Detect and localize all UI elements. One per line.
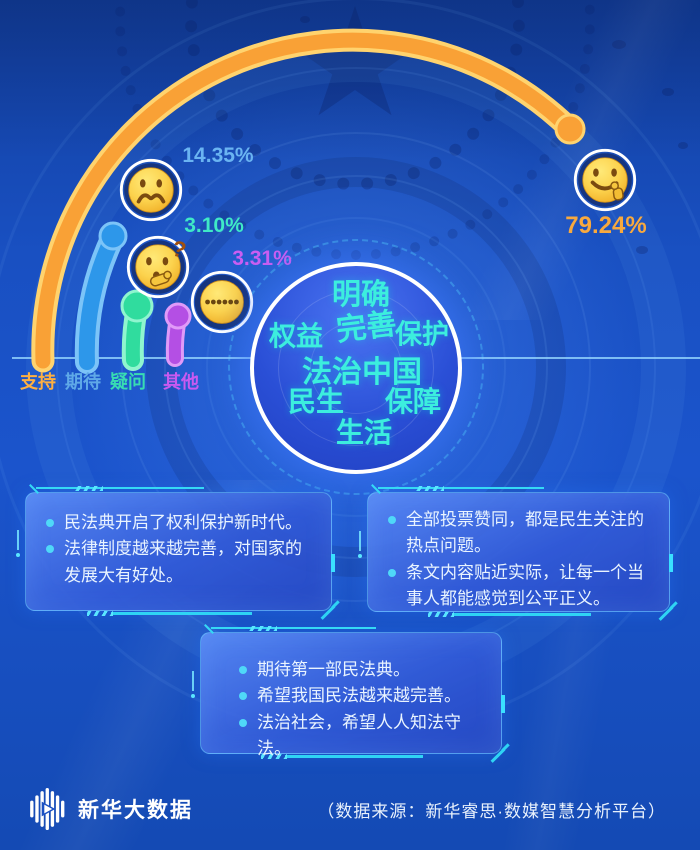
decor-dot <box>636 246 648 254</box>
comment-list: 全部投票赞同，都是民生关注的热点问题。 条文内容贴近实际，让每一个当事人都能感觉… <box>388 507 655 612</box>
category-label-doubt: 疑问 <box>110 372 146 392</box>
decor-dot <box>678 142 688 149</box>
decor-dot <box>300 16 310 23</box>
data-source-text: （数据来源：新华睿思·数媒智慧分析平台） <box>317 801 666 821</box>
comment-item: 全部投票赞同，都是民生关注的热点问题。 <box>388 507 655 560</box>
category-label-support: 支持 <box>20 372 56 392</box>
value-label-doubt: 3.10% <box>184 214 244 237</box>
arc-expect <box>74 221 128 374</box>
value-label-support: 79.24% <box>565 212 647 239</box>
footer: 新华大数据 （数据来源：新华睿思·数媒智慧分析平台） <box>30 786 666 832</box>
xinhua-big-data-logo-icon <box>30 788 65 830</box>
category-label-other: 其他 <box>163 372 199 392</box>
comment-item: 民法典开启了权利保护新时代。 <box>46 510 315 536</box>
bullet-icon <box>46 519 54 527</box>
decor-dot <box>662 88 674 96</box>
comment-item: 条文内容贴近实际，让每一个当事人都能感觉到公平正义。 <box>388 560 655 613</box>
keyword: 完善 <box>334 307 399 348</box>
category-label-expect: 期待 <box>65 372 101 392</box>
brand: 新华大数据 <box>30 788 193 830</box>
comment-item: 希望我国民法越来越完善。 <box>239 683 487 709</box>
comment-box-left: 民法典开启了权利保护新时代。 法律制度越来越完善，对国家的发展大有好处。 <box>16 486 340 620</box>
comment-text: 法律制度越来越完善，对国家的发展大有好处。 <box>64 539 302 585</box>
arc-doubt <box>120 289 154 371</box>
brand-name: 新华大数据 <box>78 799 193 822</box>
keyword: 明确 <box>331 279 391 311</box>
comment-box-right: 全部投票赞同，都是民生关注的热点问题。 条文内容贴近实际，让每一个当事人都能感觉… <box>358 486 678 621</box>
question-mark-glyph: ? <box>169 235 189 263</box>
bullet-icon <box>388 568 396 577</box>
ellipsis-face-emoji-icon <box>189 269 255 335</box>
comment-item: 期待第一部民法典。 <box>239 657 487 683</box>
keyword-cloud-circle: 明确 完善 保护 权益 法治中国 民生 保障 生活 <box>250 262 462 474</box>
bullet-icon <box>239 718 247 727</box>
comment-text: 希望我国民法越来越完善。 <box>257 686 461 706</box>
keyword: 法治中国 <box>302 356 422 389</box>
keyword: 保障 <box>384 386 442 417</box>
comment-list: 期待第一部民法典。 希望我国民法越来越完善。 法治社会，希望人人知法守法。 <box>239 657 487 762</box>
bullet-icon <box>46 545 54 554</box>
bullet-icon <box>239 666 247 674</box>
keyword: 民生 <box>287 386 345 417</box>
comment-text: 法治社会，希望人人知法守法。 <box>257 712 461 759</box>
arc-support <box>31 28 586 373</box>
arc-other <box>164 302 192 367</box>
comment-list: 民法典开启了权利保护新时代。 法律制度越来越完善，对国家的发展大有好处。 <box>46 510 315 589</box>
value-label-other: 3.31% <box>232 247 292 270</box>
value-label-expect: 14.35% <box>182 144 254 167</box>
gauge-arcs-chart <box>31 28 586 374</box>
worried-face-emoji-icon <box>118 157 184 223</box>
comment-item: 法治社会，希望人人知法守法。 <box>239 710 487 763</box>
comment-box-bottom: 期待第一部民法典。 希望我国民法越来越完善。 法治社会，希望人人知法守法。 <box>191 626 510 763</box>
thinking-face-emoji-icon: ? <box>125 234 191 300</box>
decor-dot <box>612 40 626 49</box>
keyword: 保护 <box>395 319 449 350</box>
keyword: 权益 <box>269 321 323 352</box>
comment-text: 期待第一部民法典。 <box>257 660 410 679</box>
bullet-icon <box>388 516 396 524</box>
comment-text: 条文内容贴近实际，让每一个当事人都能感觉到公平正义。 <box>406 562 644 609</box>
comment-text: 全部投票赞同，都是民生关注的热点问题。 <box>406 510 644 556</box>
keyword: 生活 <box>335 417 393 448</box>
comment-item: 法律制度越来越完善，对国家的发展大有好处。 <box>46 536 315 589</box>
smiling-face-thumbs-up-emoji-icon <box>572 147 638 213</box>
bullet-icon <box>239 692 247 701</box>
comment-text: 民法典开启了权利保护新时代。 <box>64 513 302 532</box>
